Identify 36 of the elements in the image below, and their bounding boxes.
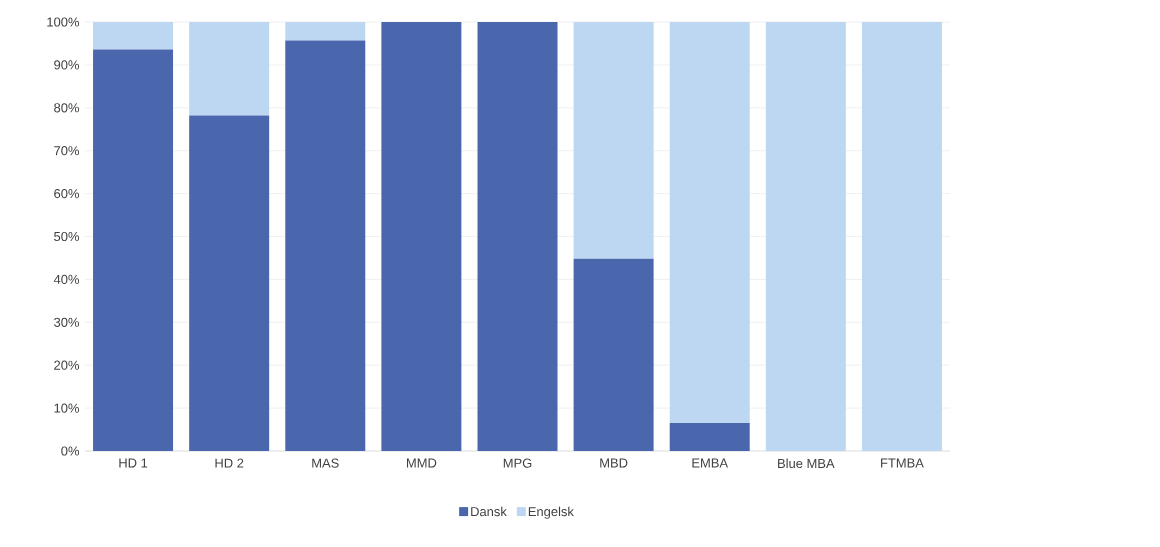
y-tick-label: 100% <box>47 17 80 27</box>
bar <box>93 22 174 50</box>
y-tick-label: 30% <box>54 317 80 327</box>
x-tick-label: Blue MBA <box>778 458 835 469</box>
x-tick-label: FTMBA <box>881 458 924 468</box>
bar <box>669 22 750 424</box>
bar <box>189 115 270 451</box>
bar <box>765 22 846 451</box>
bar <box>189 22 270 116</box>
bar <box>861 22 942 451</box>
legend-label: Engelsk <box>528 506 574 519</box>
x-tick-label: HD 1 <box>119 458 148 468</box>
x-tick-label: MBD <box>600 458 628 468</box>
y-tick-label: 90% <box>54 60 80 70</box>
bar <box>573 258 654 451</box>
y-tick-label: 10% <box>54 403 80 413</box>
x-tick-label: MMD <box>406 458 437 468</box>
bar <box>381 22 462 451</box>
y-tick-label: 40% <box>53 274 80 284</box>
bar <box>669 423 750 451</box>
y-tick-label: 80% <box>54 103 80 113</box>
bar <box>93 49 174 451</box>
bar <box>573 22 654 259</box>
y-tick-label: 50% <box>54 231 80 242</box>
y-tick-label: 60% <box>54 189 80 199</box>
legend-label: Dansk <box>471 506 507 517</box>
bar <box>477 22 558 451</box>
bar <box>285 22 366 41</box>
bar <box>285 40 366 451</box>
x-tick-label: HD 2 <box>215 458 244 468</box>
y-tick-label: 20% <box>54 360 80 370</box>
x-tick-label: EMBA <box>692 458 729 468</box>
x-tick-label: MPG <box>503 458 532 468</box>
x-tick-label: MAS <box>312 458 339 468</box>
y-tick-label: 70% <box>54 146 80 156</box>
y-tick-label: 0% <box>61 446 80 456</box>
